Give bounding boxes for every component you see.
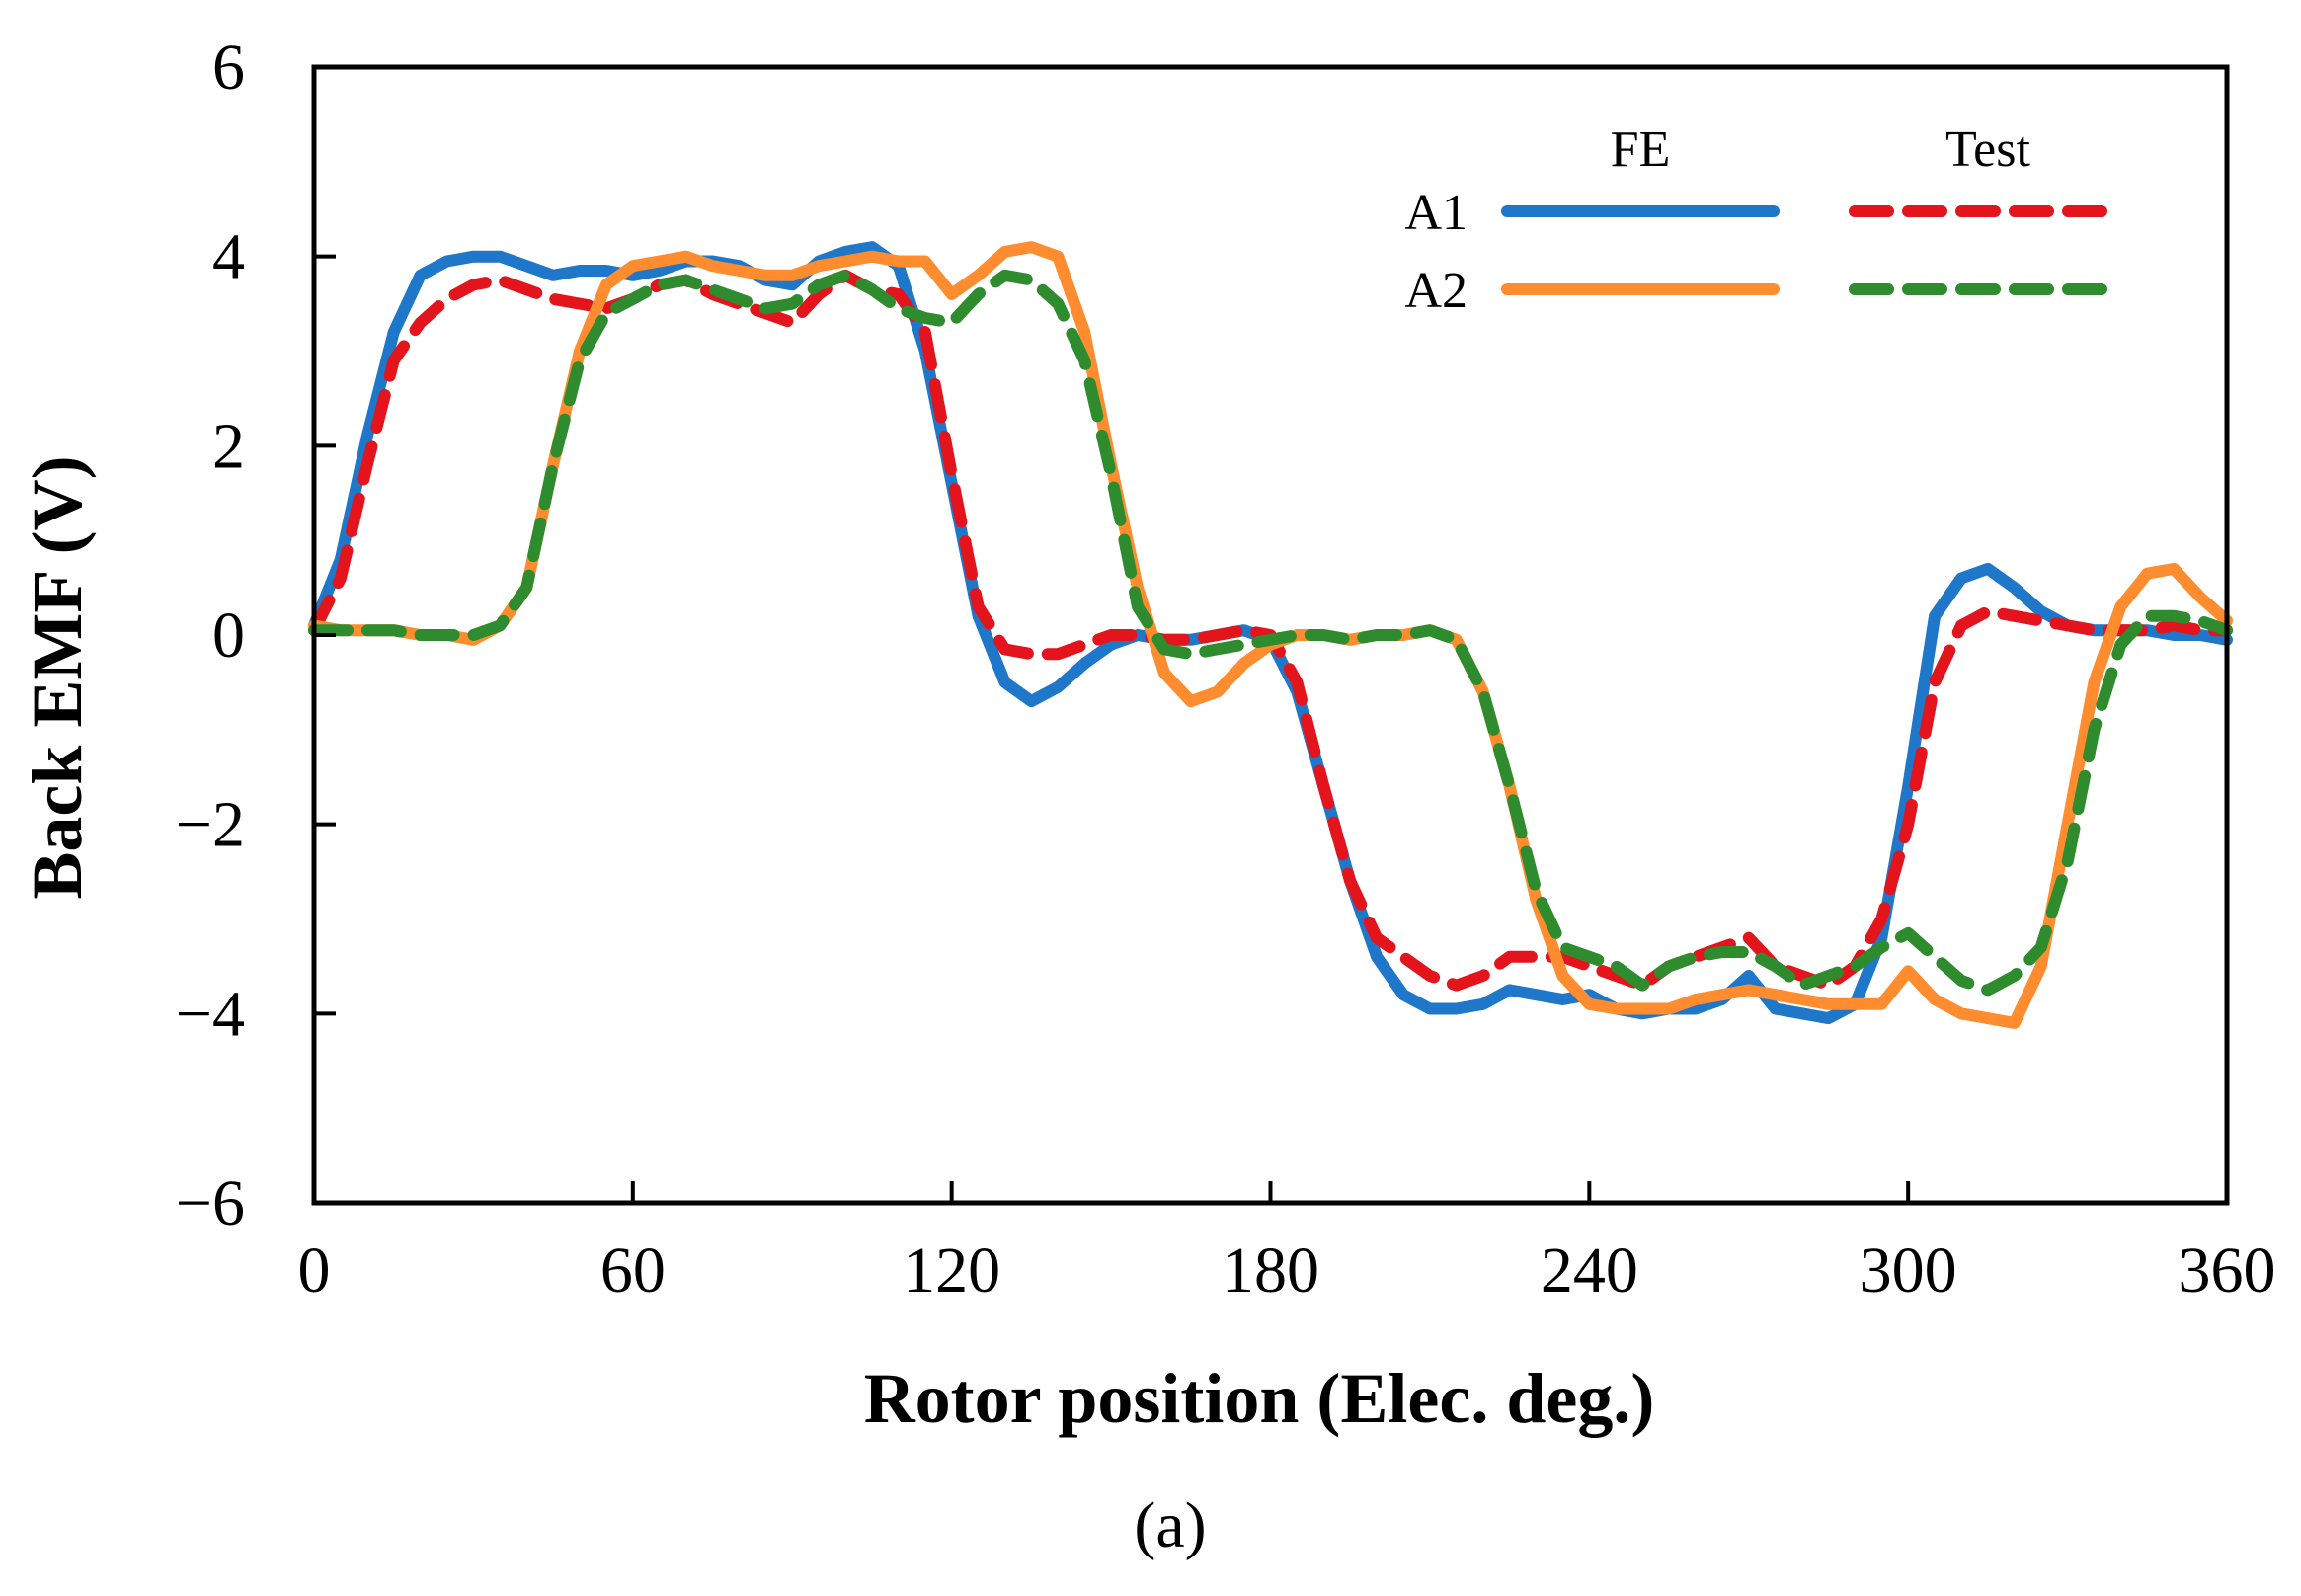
legend-row-label: A2 <box>1404 263 1468 319</box>
y-tick-label: −6 <box>176 1167 245 1239</box>
legend-row-label: A1 <box>1404 185 1468 241</box>
series-line-a1-test <box>308 269 2233 992</box>
series-layer <box>308 241 2233 1029</box>
x-tick-label: 60 <box>600 1235 666 1307</box>
axes: 0 60 120 180 240 300 360 −6 −4 −2 0 2 4 6 <box>176 32 2276 1307</box>
x-tick-label: 360 <box>2179 1235 2276 1307</box>
x-tick-label: 0 <box>298 1235 331 1307</box>
y-tick-label: −4 <box>176 978 245 1050</box>
y-tick-label: −2 <box>176 789 245 861</box>
legend-header-test: Test <box>1945 121 2030 178</box>
y-tick-label: 2 <box>212 410 245 482</box>
x-tick-label: 300 <box>1860 1235 1957 1307</box>
legend-header-fe: FE <box>1611 121 1671 178</box>
legend: FE Test A1 A2 <box>1404 121 2127 319</box>
figure-caption: (a) <box>1134 1489 1206 1561</box>
series-line-a2-test <box>308 269 2233 997</box>
y-tick-label: 6 <box>212 32 245 104</box>
x-tick-label: 240 <box>1541 1235 1638 1307</box>
y-axis-title: Back EMF (V) <box>18 455 97 899</box>
x-axis-title: Rotor position (Elec. deg.) <box>864 1359 1655 1438</box>
y-tick-label: 4 <box>212 221 245 293</box>
y-tick-label: 0 <box>212 599 245 672</box>
x-tick-label: 120 <box>903 1235 1000 1307</box>
x-tick-label: 180 <box>1222 1235 1319 1307</box>
